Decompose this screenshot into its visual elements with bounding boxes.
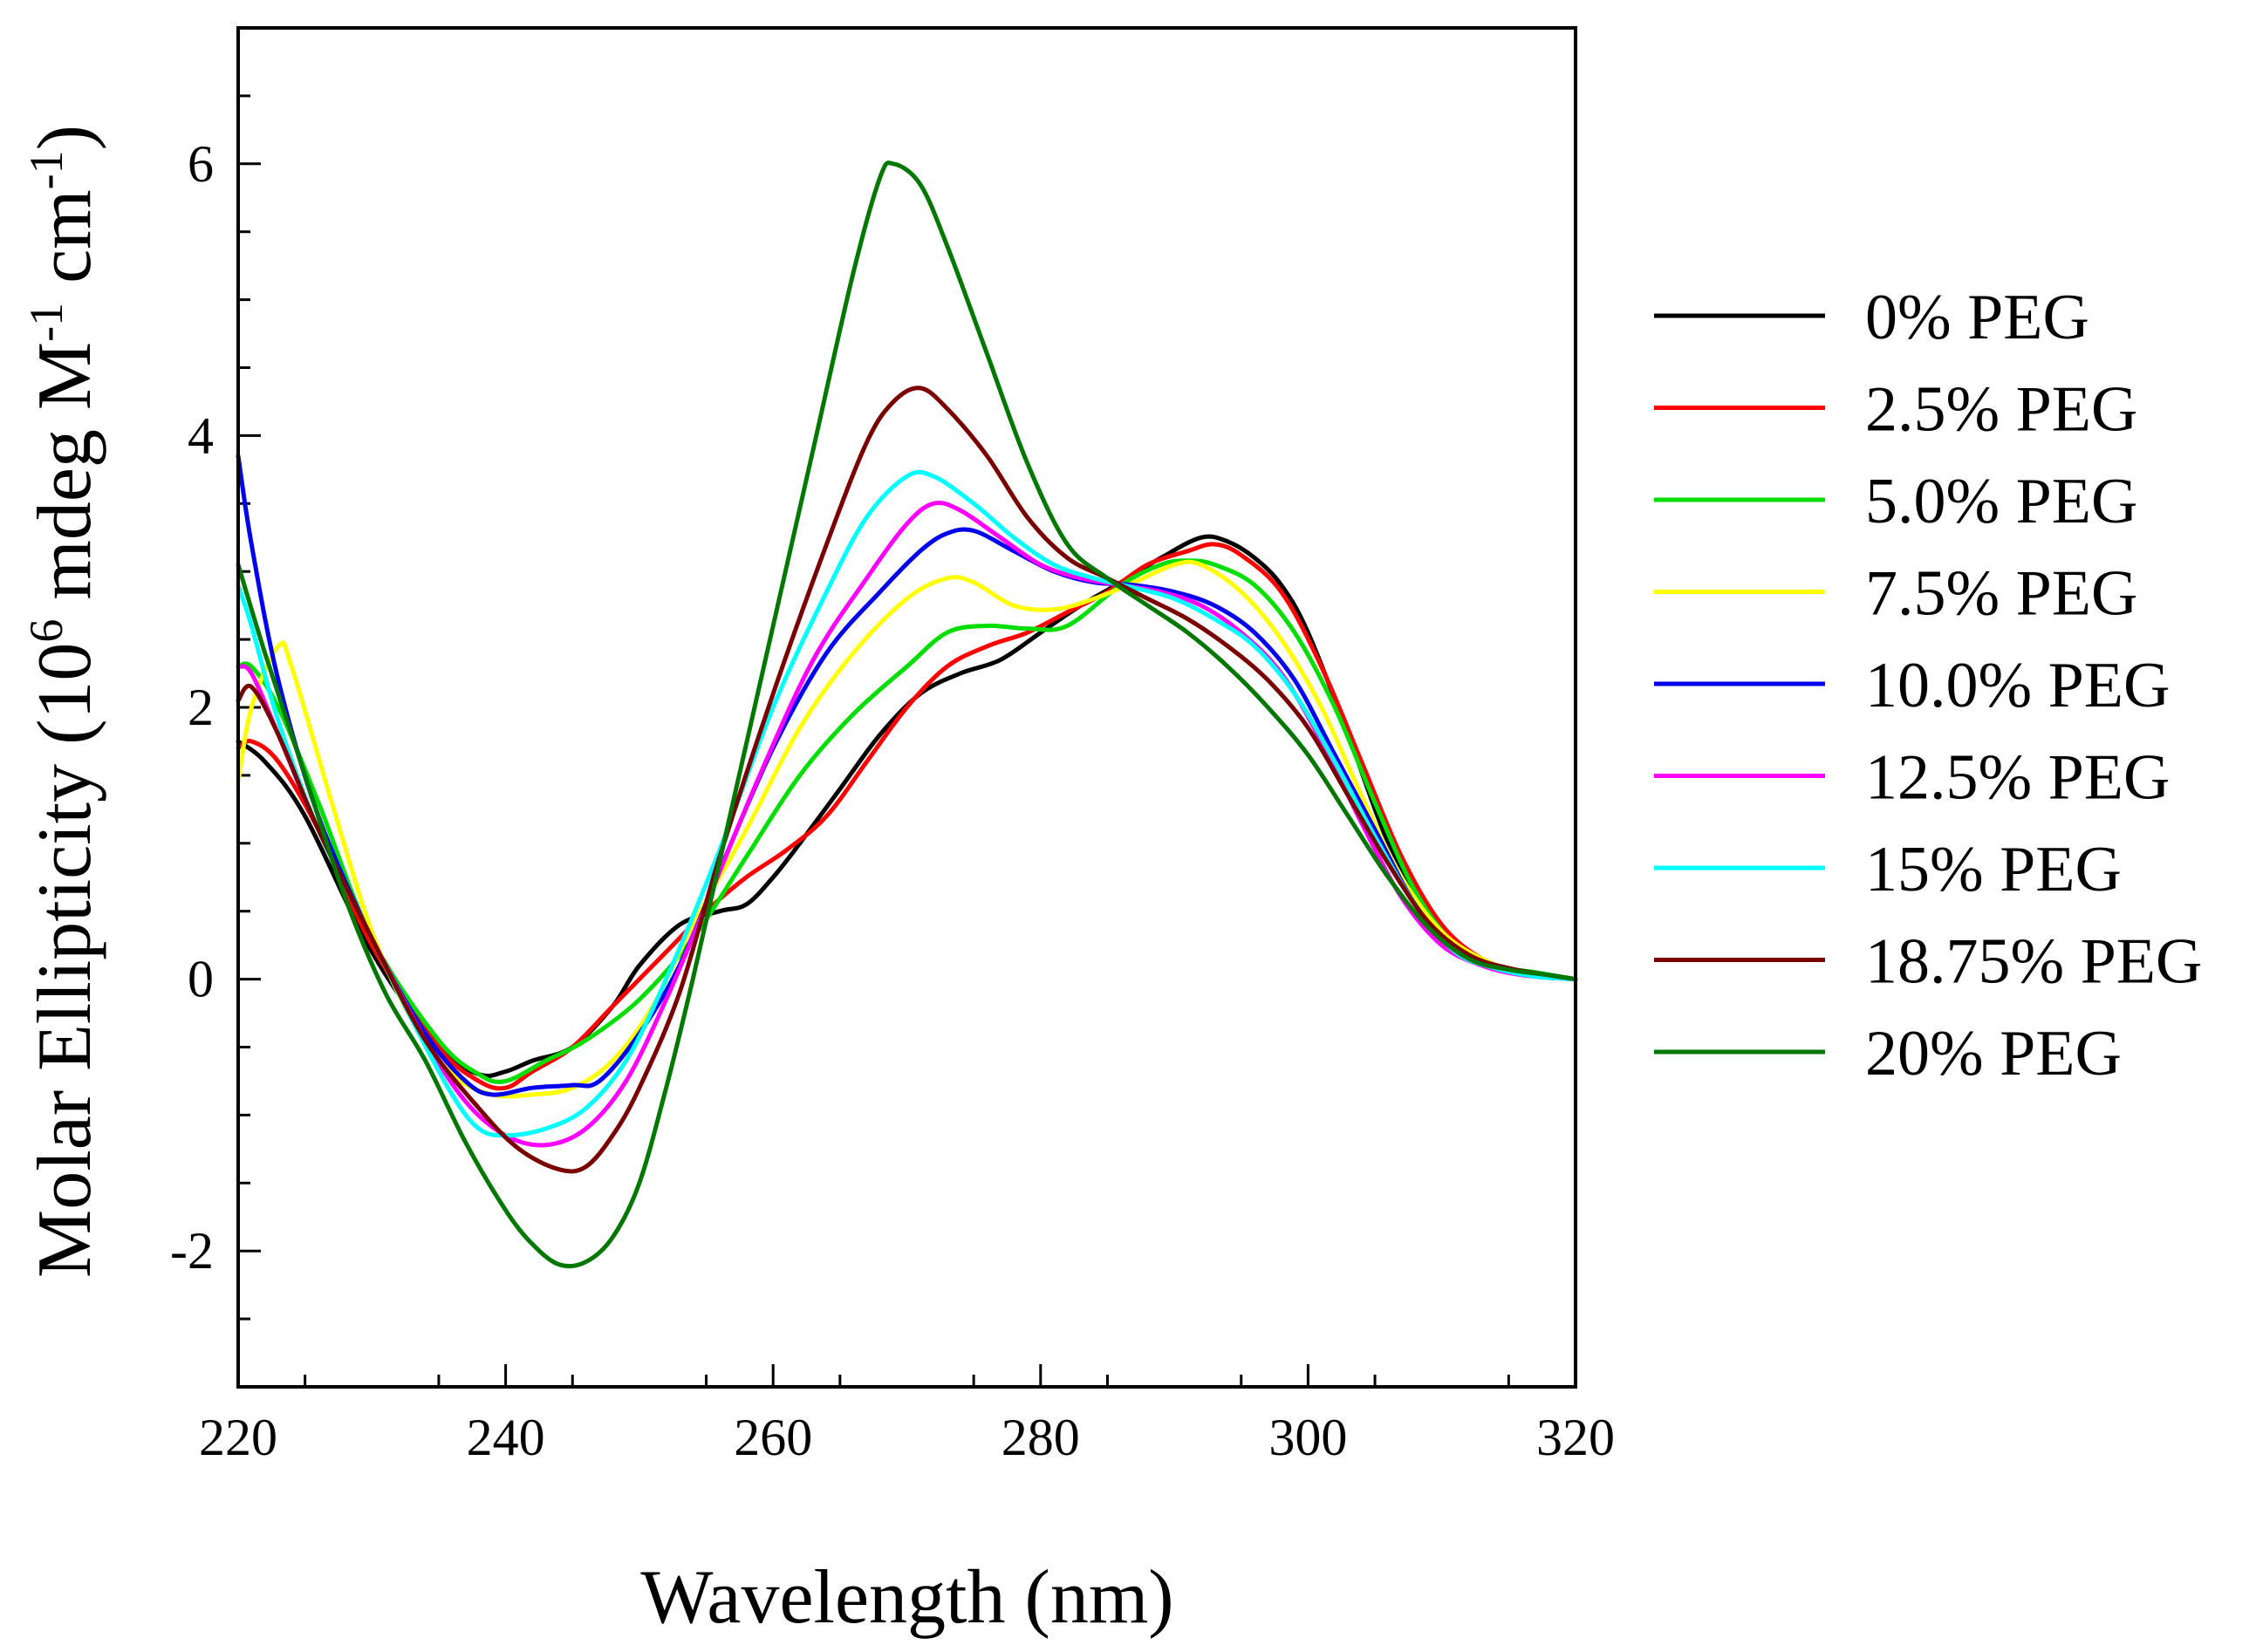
y-axis-title-part: ) <box>23 125 107 150</box>
x-tick-label: 240 <box>467 1409 545 1466</box>
x-tick-label: 320 <box>1536 1409 1615 1466</box>
legend-label: 12.5% PEG <box>1865 742 2170 814</box>
y-tick-label: 4 <box>188 406 214 464</box>
x-tick-label: 220 <box>199 1409 277 1466</box>
y-axis-title-part: mdeg M <box>23 342 107 619</box>
x-axis-title: Wavelength (nm) <box>640 1555 1173 1640</box>
series-line-2 <box>236 558 1578 1084</box>
y-axis-title-superscript: -1 <box>20 303 72 342</box>
axes <box>236 94 1577 1387</box>
series-line-7 <box>236 386 1578 1174</box>
y-axis-title-part: Molar Ellipticity (10 <box>23 643 107 1278</box>
legend-label: 2.5% PEG <box>1865 374 2137 446</box>
y-tick-labels: -2 0 2 4 6 <box>170 135 214 1280</box>
legend-label: 20% PEG <box>1865 1018 2122 1089</box>
series-line-3 <box>236 559 1578 1099</box>
y-axis-title-superscript: 6 <box>20 619 72 643</box>
legend-label: 5.0% PEG <box>1865 466 2137 537</box>
y-tick-label: 2 <box>188 679 214 736</box>
legend-label: 7.5% PEG <box>1865 558 2137 630</box>
legend-label: 18.75% PEG <box>1865 926 2202 998</box>
y-axis-title-part: cm <box>23 189 107 303</box>
plot-frame <box>236 26 1577 1389</box>
x-tick-label: 280 <box>1002 1409 1080 1466</box>
y-axis-title-superscript: -1 <box>20 150 72 189</box>
legend: 0% PEG 2.5% PEG 5.0% PEG 7.5% PEG 10.0% PEG 1… <box>1654 282 2202 1089</box>
series-line-4 <box>236 454 1578 1097</box>
series-line-8 <box>236 160 1578 1269</box>
x-tick-labels: 220 240 260 280 300 320 <box>199 1409 1615 1466</box>
x-tick-label: 300 <box>1268 1409 1347 1466</box>
x-tick-label: 260 <box>734 1409 812 1466</box>
y-tick-label: -2 <box>170 1222 214 1280</box>
legend-label: 15% PEG <box>1865 834 2122 905</box>
y-tick-label: 6 <box>188 135 214 193</box>
plot-border <box>236 26 1577 1389</box>
y-axis-title: Molar Ellipticity (106 mdeg M-1 cm-1) <box>20 125 107 1278</box>
legend-label: 0% PEG <box>1865 282 2089 353</box>
series-lines <box>236 160 1578 1269</box>
series-line-1 <box>236 542 1578 1091</box>
legend-label: 10.0% PEG <box>1865 650 2170 721</box>
y-tick-label: 0 <box>188 951 214 1008</box>
